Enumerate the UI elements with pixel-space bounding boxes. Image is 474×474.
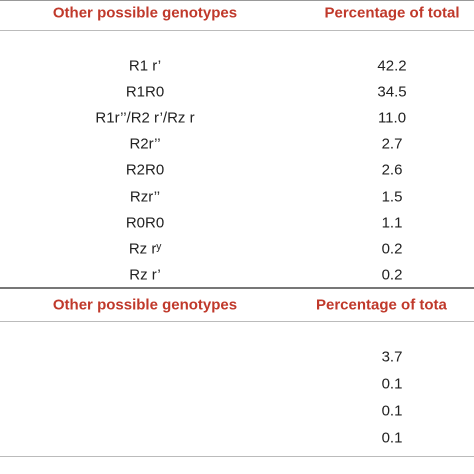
genotype-cell: Rz rʸ: [128, 240, 162, 258]
percentage-cell: 0.2: [381, 240, 403, 258]
percentage-cell: 0.2: [381, 266, 403, 284]
percentage-cell: 3.7: [381, 348, 403, 366]
column-header: Percentage of total: [324, 4, 460, 22]
genotype-cell: R1r’’/R2 r’/Rz r: [95, 109, 195, 127]
percentage-cell: 2.7: [381, 135, 403, 153]
percentage-cell: 34.5: [377, 83, 407, 101]
rule: [0, 456, 474, 457]
genotype-cell: Rzr’’: [129, 188, 161, 205]
percentage-cell: 1.1: [381, 214, 403, 232]
rule: [0, 321, 474, 322]
genotype-cell: R0R0: [125, 214, 165, 232]
rule: [0, 287, 474, 289]
percentage-cell: 0.1: [381, 402, 403, 420]
column-header: Percentage of tota: [316, 296, 447, 314]
percentage-cell: 2.6: [381, 161, 403, 179]
percentage-cell: 42.2: [377, 57, 407, 75]
genotype-cell: R2r’’: [129, 135, 161, 153]
column-header: Other possible genotypes: [52, 296, 238, 314]
rule: [0, 0, 474, 1]
rule: [0, 30, 474, 31]
genotype-cell: Rz r’: [129, 266, 161, 284]
genotype-cell: R2R0: [125, 161, 165, 179]
column-header: Other possible genotypes: [52, 4, 238, 22]
genotype-cell: R1 r’: [128, 57, 162, 75]
genotype-cell: R1R0: [125, 83, 165, 101]
percentage-cell: 0.1: [381, 429, 403, 447]
percentage-cell: 11.0: [377, 109, 407, 127]
percentage-cell: 1.5: [381, 188, 403, 205]
percentage-cell: 0.1: [381, 375, 403, 393]
